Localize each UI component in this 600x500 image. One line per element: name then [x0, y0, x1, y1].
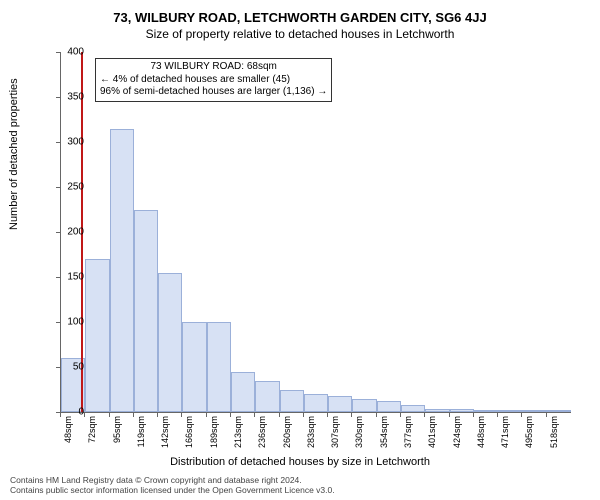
- histogram-bar: [280, 390, 304, 413]
- annotation-line-1: 73 WILBURY ROAD: 68sqm: [100, 61, 327, 74]
- xtick-mark: [279, 412, 280, 417]
- xtick-label: 72sqm: [87, 416, 97, 443]
- ytick-label: 250: [54, 182, 84, 193]
- xtick-mark: [351, 412, 352, 417]
- xtick-label: 354sqm: [379, 416, 389, 448]
- xtick-mark: [473, 412, 474, 417]
- histogram-bar: [352, 399, 376, 413]
- histogram-bar: [522, 410, 546, 412]
- ytick-label: 0: [54, 407, 84, 418]
- ytick-label: 400: [54, 47, 84, 58]
- xtick-mark: [327, 412, 328, 417]
- xtick-mark: [254, 412, 255, 417]
- xtick-label: 401sqm: [427, 416, 437, 448]
- xtick-mark: [181, 412, 182, 417]
- chart-subtitle: Size of property relative to detached ho…: [0, 25, 600, 45]
- histogram-bar: [450, 409, 474, 412]
- xtick-label: 471sqm: [500, 416, 510, 448]
- ytick-label: 50: [54, 362, 84, 373]
- footer-line-2: Contains public sector information licen…: [10, 486, 335, 496]
- xtick-mark: [303, 412, 304, 417]
- xtick-mark: [109, 412, 110, 417]
- histogram-bar: [134, 210, 158, 413]
- ytick-label: 100: [54, 317, 84, 328]
- xtick-label: 236sqm: [257, 416, 267, 448]
- y-axis-label: Number of detached properties: [8, 78, 20, 230]
- xtick-mark: [157, 412, 158, 417]
- footer-text: Contains HM Land Registry data © Crown c…: [10, 476, 335, 496]
- histogram-bar: [158, 273, 182, 413]
- xtick-label: 330sqm: [354, 416, 364, 448]
- xtick-mark: [230, 412, 231, 417]
- xtick-mark: [376, 412, 377, 417]
- ytick-label: 150: [54, 272, 84, 283]
- histogram-bar: [85, 259, 109, 412]
- plot-area: 73 WILBURY ROAD: 68sqm← 4% of detached h…: [60, 52, 571, 413]
- histogram-bar: [304, 394, 328, 412]
- xtick-label: 95sqm: [112, 416, 122, 443]
- xtick-label: 166sqm: [184, 416, 194, 448]
- annotation-box: 73 WILBURY ROAD: 68sqm← 4% of detached h…: [95, 58, 332, 102]
- histogram-bar: [182, 322, 206, 412]
- chart-container: 73, WILBURY ROAD, LETCHWORTH GARDEN CITY…: [0, 0, 600, 500]
- ytick-label: 200: [54, 227, 84, 238]
- xtick-label: 448sqm: [476, 416, 486, 448]
- histogram-bar: [425, 409, 449, 412]
- histogram-bar: [255, 381, 279, 413]
- xtick-mark: [424, 412, 425, 417]
- annotation-line-2: ← 4% of detached houses are smaller (45): [100, 74, 327, 87]
- histogram-bar: [231, 372, 255, 413]
- xtick-label: 48sqm: [63, 416, 73, 443]
- histogram-bar: [377, 401, 401, 412]
- xtick-mark: [206, 412, 207, 417]
- xtick-label: 260sqm: [282, 416, 292, 448]
- histogram-bar: [547, 410, 571, 412]
- chart-area: 73 WILBURY ROAD: 68sqm← 4% of detached h…: [60, 52, 570, 412]
- chart-title: 73, WILBURY ROAD, LETCHWORTH GARDEN CITY…: [0, 0, 600, 25]
- xtick-label: 213sqm: [233, 416, 243, 448]
- xtick-mark: [521, 412, 522, 417]
- histogram-bar: [498, 410, 522, 412]
- xtick-label: 189sqm: [209, 416, 219, 448]
- histogram-bar: [110, 129, 134, 413]
- annotation-line-3: 96% of semi-detached houses are larger (…: [100, 86, 327, 99]
- histogram-bar: [328, 396, 352, 412]
- histogram-bar: [207, 322, 231, 412]
- ytick-label: 350: [54, 92, 84, 103]
- histogram-bar: [401, 405, 425, 412]
- xtick-label: 377sqm: [403, 416, 413, 448]
- xtick-label: 424sqm: [452, 416, 462, 448]
- xtick-mark: [84, 412, 85, 417]
- xtick-mark: [546, 412, 547, 417]
- xtick-label: 283sqm: [306, 416, 316, 448]
- x-axis-label: Distribution of detached houses by size …: [0, 456, 600, 468]
- xtick-label: 307sqm: [330, 416, 340, 448]
- xtick-mark: [449, 412, 450, 417]
- xtick-label: 119sqm: [136, 416, 146, 447]
- xtick-mark: [133, 412, 134, 417]
- xtick-mark: [497, 412, 498, 417]
- xtick-label: 142sqm: [160, 416, 170, 448]
- ytick-label: 300: [54, 137, 84, 148]
- xtick-label: 518sqm: [549, 416, 559, 448]
- histogram-bar: [474, 410, 498, 412]
- xtick-mark: [400, 412, 401, 417]
- xtick-label: 495sqm: [524, 416, 534, 448]
